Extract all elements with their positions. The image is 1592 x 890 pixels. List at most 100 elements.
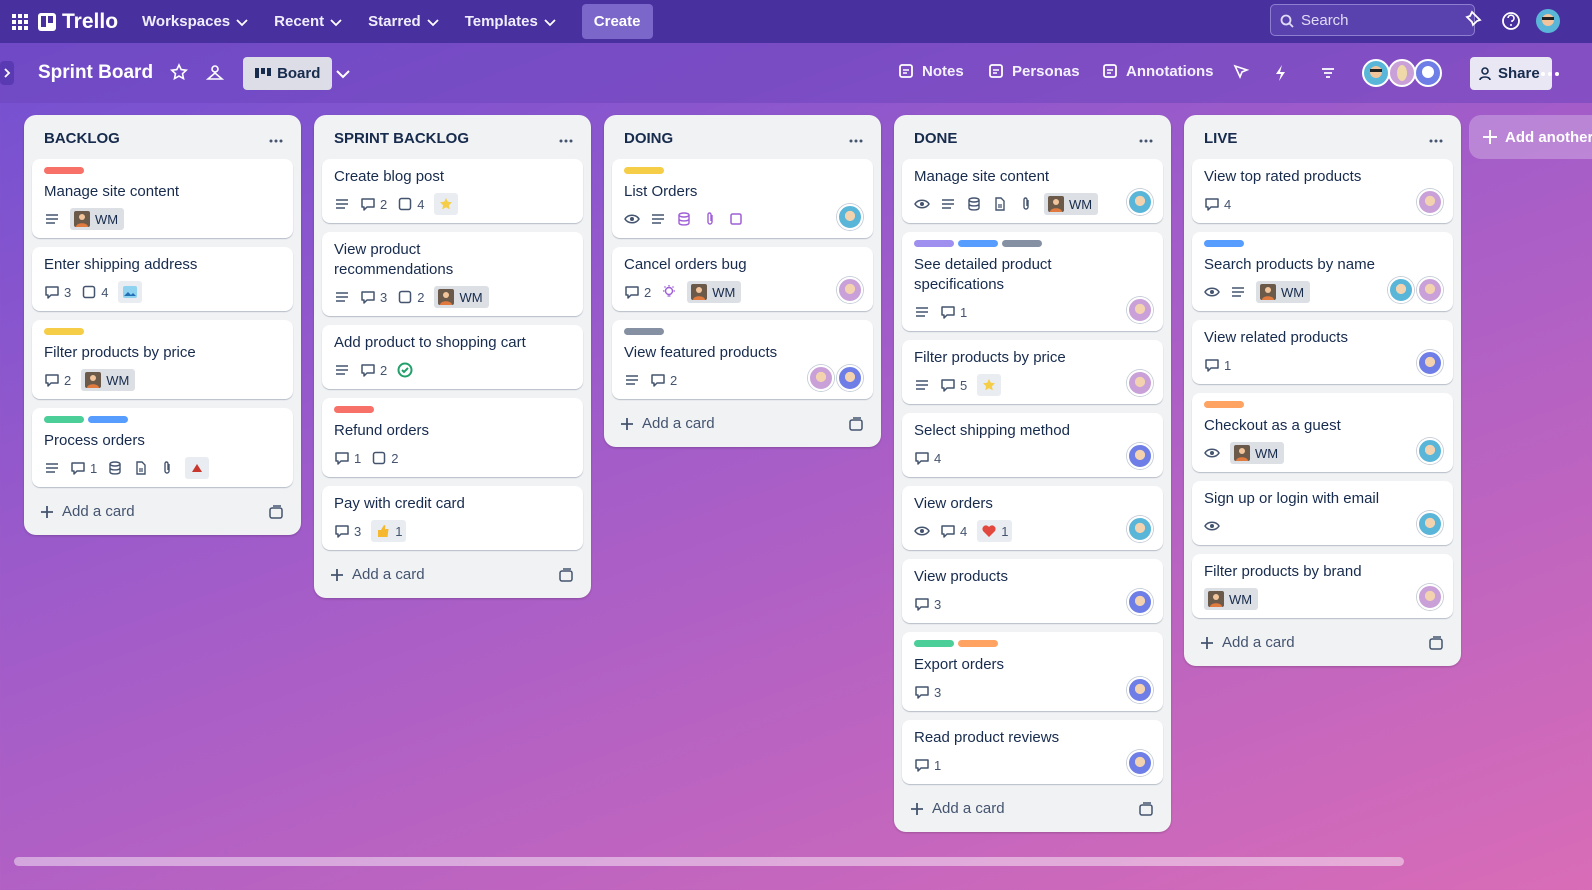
add-card-button[interactable]: Add a card (910, 800, 1005, 817)
board-action[interactable]: Annotations (1102, 63, 1214, 80)
apps-icon[interactable] (12, 13, 28, 30)
card[interactable]: Select shipping method 4 (902, 413, 1163, 477)
avatar[interactable] (1417, 438, 1443, 464)
card[interactable]: Sign up or login with email (1192, 481, 1453, 545)
card[interactable]: View products 3 (902, 559, 1163, 623)
card[interactable]: Read product reviews 1 (902, 720, 1163, 784)
card[interactable]: Refund orders 1 2 (322, 398, 583, 477)
avatar[interactable] (837, 204, 863, 230)
sidebar-toggle[interactable] (0, 61, 14, 85)
add-card[interactable]: Add a card (604, 408, 881, 443)
card-label[interactable] (1204, 240, 1244, 247)
avatar[interactable] (1127, 516, 1153, 542)
avatar[interactable] (1127, 370, 1153, 396)
nav-menu[interactable]: Templates (465, 13, 556, 30)
board-icons[interactable] (170, 63, 230, 83)
search-box[interactable]: Search (1270, 4, 1475, 36)
avatar[interactable] (808, 365, 834, 391)
board-tool-icons[interactable] (1232, 63, 1352, 83)
avatar[interactable] (1127, 443, 1153, 469)
card[interactable]: List Orders (612, 159, 873, 238)
avatar[interactable] (1127, 297, 1153, 323)
card[interactable]: View product recommendations 3 2 WM (322, 232, 583, 316)
card[interactable]: Search products by name WM (1192, 232, 1453, 311)
card-template-button[interactable] (1429, 635, 1443, 650)
avatar[interactable] (837, 277, 863, 303)
avatar[interactable] (1417, 584, 1443, 610)
card-label[interactable] (44, 416, 84, 423)
avatar[interactable] (1417, 350, 1443, 376)
card-template-button[interactable] (269, 504, 283, 519)
card[interactable]: View orders 4 1 (902, 486, 1163, 550)
card-label[interactable] (1204, 401, 1244, 408)
list-menu[interactable] (1139, 130, 1153, 147)
nav-menu[interactable]: Workspaces (142, 13, 248, 30)
card-label[interactable] (44, 167, 84, 174)
card-label[interactable] (624, 167, 664, 174)
nav-menu[interactable]: Starred (368, 13, 439, 30)
card-label[interactable] (1002, 240, 1042, 247)
add-card-button[interactable]: Add a card (1200, 634, 1295, 651)
card[interactable]: Create blog post 2 4 (322, 159, 583, 223)
nav-icons[interactable] (1462, 6, 1592, 36)
card-label[interactable] (914, 640, 954, 647)
create-button[interactable]: Create (581, 4, 653, 39)
card-template-button[interactable] (559, 567, 573, 582)
card-label[interactable] (914, 240, 954, 247)
add-card[interactable]: Add a card (894, 793, 1171, 828)
card-label[interactable] (88, 416, 128, 423)
more-icon[interactable] (1540, 71, 1560, 77)
avatar[interactable] (837, 365, 863, 391)
card[interactable]: Manage site content WM (32, 159, 293, 238)
card-label[interactable] (958, 240, 998, 247)
list-menu[interactable] (559, 130, 573, 147)
card-label[interactable] (44, 328, 84, 335)
card[interactable]: See detailed product specifications 1 (902, 232, 1163, 331)
card-label[interactable] (624, 328, 664, 335)
card[interactable]: Process orders 1 (32, 408, 293, 487)
add-card-button[interactable]: Add a card (330, 566, 425, 583)
card[interactable]: View related products 1 (1192, 320, 1453, 384)
card[interactable]: View featured products 2 (612, 320, 873, 399)
avatar[interactable] (1127, 589, 1153, 615)
avatar[interactable] (1417, 189, 1443, 215)
board-action[interactable]: Personas (988, 63, 1080, 80)
card-label[interactable] (958, 640, 998, 647)
avatar[interactable] (1417, 511, 1443, 537)
card-template-button[interactable] (1139, 801, 1153, 816)
add-card[interactable]: Add a card (314, 559, 591, 594)
avatar[interactable] (1127, 189, 1153, 215)
card[interactable]: Checkout as a guest WM (1192, 393, 1453, 472)
card[interactable]: Manage site content WM (902, 159, 1163, 223)
list-menu[interactable] (269, 130, 283, 147)
card[interactable]: Pay with credit card 3 1 (322, 486, 583, 550)
avatar[interactable] (1127, 750, 1153, 776)
list-menu[interactable] (849, 130, 863, 147)
card[interactable]: Filter products by price 2 WM (32, 320, 293, 399)
share-button[interactable]: Share (1470, 57, 1552, 90)
avatar[interactable] (1417, 277, 1443, 303)
card[interactable]: View top rated products 4 (1192, 159, 1453, 223)
card[interactable]: Add product to shopping cart 2 (322, 325, 583, 389)
card-template-button[interactable] (849, 416, 863, 431)
card[interactable]: Cancel orders bug 2 WM (612, 247, 873, 311)
add-card-button[interactable]: Add a card (620, 415, 715, 432)
add-card[interactable]: Add a card (1184, 627, 1461, 662)
add-card[interactable]: Add a card (24, 496, 301, 531)
add-card-button[interactable]: Add a card (40, 503, 135, 520)
view-chevron[interactable] (336, 69, 350, 79)
board-action[interactable]: Notes (898, 63, 964, 80)
logo[interactable]: Trello (38, 10, 118, 34)
board-title[interactable]: Sprint Board (38, 62, 154, 83)
card[interactable]: Filter products by brand WM (1192, 554, 1453, 618)
view-button[interactable]: Board (243, 56, 333, 90)
board-members[interactable] (1362, 58, 1442, 88)
card[interactable]: Export orders 3 (902, 632, 1163, 711)
card[interactable]: Enter shipping address 3 4 (32, 247, 293, 311)
avatar[interactable] (1127, 677, 1153, 703)
add-list-button[interactable]: Add another list (1469, 115, 1592, 159)
card-label[interactable] (334, 406, 374, 413)
nav-menu[interactable]: Recent (274, 13, 342, 30)
avatar[interactable] (1388, 277, 1414, 303)
list-menu[interactable] (1429, 130, 1443, 147)
